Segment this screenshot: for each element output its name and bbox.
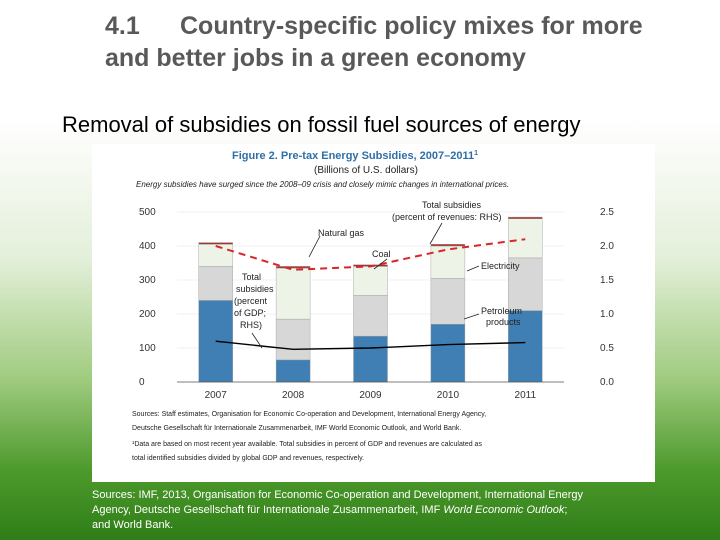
- bar-natural-gas: [353, 266, 388, 296]
- bar-natural-gas: [275, 267, 311, 320]
- y-tick-label: 300: [139, 275, 156, 286]
- y2-tick-label: 2.5: [600, 207, 614, 218]
- slide-title-line1: 4.1 Country-specific policy mixes for mor…: [105, 10, 665, 42]
- x-tick-label: 2008: [282, 390, 305, 401]
- source-line1: Sources: IMF, 2013, Organisation for Eco…: [92, 489, 583, 501]
- footnote-line2: Deutsche Gesellschaft für Internationale…: [132, 425, 461, 432]
- label-natural-gas: Natural gas: [318, 228, 365, 238]
- bars-group: [198, 216, 543, 383]
- y2-tick-label: 0.5: [600, 343, 614, 354]
- y-tick-label: 0: [139, 377, 145, 388]
- line-total-subsidies-gdp: [215, 340, 526, 351]
- bar-natural-gas: [198, 244, 233, 267]
- source-note: Sources: IMF, 2013, Organisation for Eco…: [92, 488, 692, 533]
- chart-subtitle: (Billions of U.S. dollars): [314, 165, 418, 176]
- bar-electricity: [430, 278, 466, 325]
- source-line2-post: ;: [564, 504, 568, 516]
- label-total-rev-2: (percent of revenues: RHS): [392, 212, 502, 222]
- chart-caption: Energy subsidies have surged since the 2…: [136, 180, 509, 189]
- bar-coal: [430, 244, 466, 247]
- slide-title-line2: and better jobs in a green economy: [105, 44, 526, 72]
- chart-title: Figure 2. Pre-tax Energy Subsidies, 2007…: [232, 150, 478, 162]
- source-line2: Agency, Deutsche Gesellschaft für Intern…: [92, 503, 692, 518]
- footnote-line3: ¹Data are based on most recent year avai…: [132, 441, 482, 448]
- arrow-total-gdp: [251, 332, 263, 349]
- chart-footnotes: Sources: Staff estimates, Organisation f…: [132, 411, 486, 462]
- label-petroleum-1: Petroleum: [481, 306, 522, 316]
- label-total-gdp-3: (percent: [234, 296, 268, 306]
- arrow-petroleum: [463, 313, 480, 320]
- bar-petroleum-products: [508, 310, 543, 383]
- arrow-natural-gas: [308, 235, 321, 258]
- bar-petroleum-products: [353, 335, 388, 383]
- slide-number: 4.1: [105, 12, 140, 40]
- x-tick-label: 2011: [515, 390, 537, 401]
- figure-panel: Figure 2. Pre-tax Energy Subsidies, 2007…: [92, 144, 655, 482]
- y-tick-label: 100: [139, 343, 156, 354]
- bar-petroleum-products: [275, 359, 311, 383]
- y-tick-label: 500: [139, 207, 156, 218]
- label-total-gdp-1: Total: [242, 272, 261, 282]
- chart-title-superscript: 1: [474, 150, 478, 157]
- arrow-total-rev: [429, 222, 443, 245]
- label-total-gdp-5: RHS): [240, 320, 262, 330]
- annotation-arrows: [251, 222, 480, 349]
- source-line3: and World Bank.: [92, 519, 174, 531]
- label-electricity: Electricity: [481, 261, 520, 271]
- x-tick-label: 2009: [359, 390, 382, 401]
- y2-tick-label: 1.0: [600, 309, 614, 320]
- label-total-gdp-4: of GDP;: [234, 308, 266, 318]
- bar-coal: [198, 242, 233, 245]
- lines-group: [215, 238, 526, 351]
- bar-coal: [508, 216, 543, 219]
- source-line2-italic: World Economic Outlook: [443, 504, 565, 516]
- y-tick-label: 200: [139, 309, 156, 320]
- bar-electricity: [353, 295, 388, 337]
- bar-natural-gas: [430, 245, 466, 279]
- bar-coal: [275, 266, 311, 269]
- y2-tick-label: 0.0: [600, 377, 614, 388]
- label-total-rev-1: Total subsidies: [422, 200, 482, 210]
- bar-electricity: [275, 318, 311, 361]
- slide-subtitle: Removal of subsidies on fossil fuel sour…: [62, 112, 581, 137]
- bar-natural-gas: [508, 218, 543, 259]
- footnote-line1: Sources: Staff estimates, Organisation f…: [132, 411, 486, 418]
- y2-tick-label: 2.0: [600, 241, 614, 252]
- y-tick-label: 400: [139, 241, 156, 252]
- x-tick-label: 2007: [205, 390, 228, 401]
- bar-electricity: [198, 266, 233, 301]
- axes-group: 0 100 200 300 400 500 0.0 0.5 1.0 1.5 2.0 2.5 2007 20…: [139, 207, 614, 401]
- bar-petroleum-products: [430, 323, 466, 383]
- footnote-line4: total identified subsidies divided by gl…: [132, 455, 364, 462]
- label-total-gdp-2: subsidies: [236, 284, 274, 294]
- arrow-electricity: [466, 265, 480, 272]
- source-line2-pre: Agency, Deutsche Gesellschaft für Intern…: [92, 504, 444, 516]
- y2-tick-label: 1.5: [600, 275, 614, 286]
- slide-title-text1: Country-specific policy mixes for more: [180, 12, 643, 40]
- slide-title: 4.1 Country-specific policy mixes for mor…: [105, 10, 665, 74]
- annotations: Natural gas Coal Electricity Petroleum p…: [234, 200, 522, 330]
- line-total-subsidies-revenues: [215, 238, 526, 271]
- x-tick-label: 2010: [437, 390, 460, 401]
- label-coal: Coal: [372, 249, 391, 259]
- label-petroleum-2: products: [486, 317, 521, 327]
- chart-title-text: Figure 2. Pre-tax Energy Subsidies, 2007…: [232, 150, 474, 162]
- arrow-coal: [373, 258, 388, 270]
- subsidies-chart: Figure 2. Pre-tax Energy Subsidies, 2007…: [132, 150, 614, 462]
